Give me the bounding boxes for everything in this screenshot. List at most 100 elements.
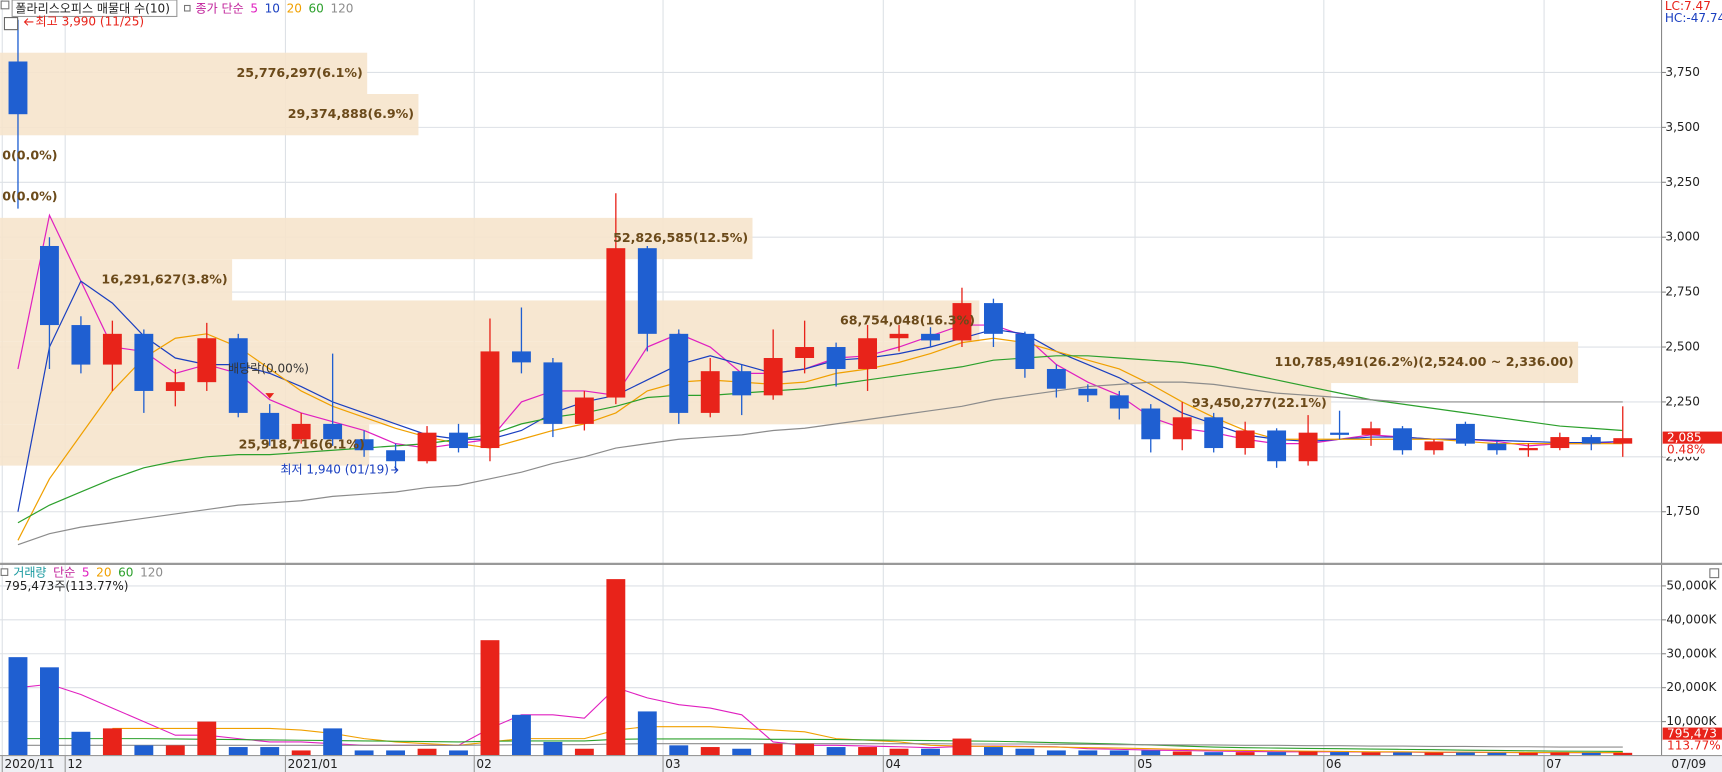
ma-line (17, 381, 1623, 546)
volume-profile-bar (0, 52, 368, 95)
volume-bar (386, 750, 406, 756)
candle-body (669, 333, 689, 413)
volume-bar (637, 711, 657, 756)
volume-bar (1141, 750, 1161, 756)
volume-bar (983, 747, 1003, 756)
x-tick-label: 05 (1137, 757, 1152, 771)
x-tick-label: 2020/11 (4, 757, 54, 771)
legend-entry: 거래량 (13, 566, 46, 580)
legend-entry: 120 (330, 1, 353, 15)
legend-entry: 20 (287, 1, 302, 15)
icon[interactable] (1709, 568, 1720, 579)
volume-profile-label: 0(0.0%) (2, 147, 57, 162)
legend-entry: 단순 (53, 566, 75, 580)
legend-entry: 5 (82, 566, 90, 580)
x-tick-label: 06 (1326, 757, 1341, 771)
change-tag-bg (1662, 443, 1722, 457)
icon[interactable] (0, 0, 10, 10)
candle-body (1424, 441, 1444, 451)
volume-bar (1550, 752, 1570, 756)
y-tick-label: 1,750 (1665, 504, 1700, 518)
y-tick-label: 2,250 (1665, 394, 1700, 408)
date-strip (0, 755, 1722, 772)
volume-bar (574, 748, 594, 756)
candle-body (637, 248, 657, 334)
candle-body (40, 245, 59, 326)
volume-bar (1109, 750, 1129, 756)
last-volume-tag-bg (1662, 727, 1722, 741)
volume-bar (8, 657, 28, 756)
volume-bar (858, 747, 878, 756)
x-tick-label: 03 (665, 757, 680, 771)
volume-profile-bar (0, 94, 419, 136)
y-tick-label: 20,000K (1666, 680, 1717, 694)
volume-bar (511, 714, 531, 756)
candle-body (858, 338, 878, 369)
y-tick-label: 30,000K (1666, 646, 1717, 660)
candle-body (700, 371, 720, 413)
volume-bar (889, 748, 909, 756)
last-price-tag: 2,085 (1667, 431, 1702, 445)
candle-body (165, 382, 185, 391)
ma-line (17, 743, 1623, 748)
candle-body (1393, 428, 1412, 451)
legend-entry: 120 (140, 566, 163, 580)
volume-bar (228, 747, 248, 756)
candle-body (1235, 430, 1255, 449)
candle-body (134, 333, 154, 391)
volume-bar (71, 731, 91, 756)
lc-label: LC:7.47 (1665, 0, 1711, 13)
volume-profile-bar (0, 383, 1332, 425)
candle-body (1078, 388, 1098, 396)
candle-body (952, 303, 972, 341)
candle-body (1613, 438, 1633, 444)
candle-body (260, 412, 280, 440)
candle-body (354, 439, 374, 451)
ma-line (17, 355, 1623, 524)
hc-label: HC:-47.74 (1665, 11, 1722, 25)
volume-profile-label: 68,754,048(16.3%) (840, 313, 975, 328)
volume-bar (795, 743, 815, 756)
dividend-arrow (265, 393, 275, 399)
volume-bar (1581, 752, 1601, 756)
candle-body (1487, 443, 1507, 451)
candle-body (732, 371, 752, 396)
last-price-tag-bg (1662, 431, 1722, 445)
volume-profile-bar (0, 217, 753, 260)
volume-bar (1518, 752, 1538, 756)
volume-bar (826, 747, 846, 756)
candle-body (228, 338, 248, 413)
volume-bar (102, 728, 122, 756)
volume-bar (1015, 748, 1035, 756)
low-arrow (391, 466, 399, 474)
volume-bar (1298, 751, 1318, 756)
end-date: 07/09 (1671, 757, 1706, 771)
ma-line (17, 213, 1623, 449)
high-arrow (23, 18, 34, 26)
dividend-annotation: 배당락(0.00%) (228, 361, 309, 375)
y-tick-label: 50,000K (1666, 578, 1717, 592)
table-icon[interactable] (3, 17, 19, 31)
x-tick-label: 04 (885, 757, 900, 771)
text-layer: 25,918,716(6.1%) 93,450,277(22.1%) 110,785… (2, 1, 1573, 593)
volume-profile-label: 93,450,277(22.1%) (1192, 395, 1327, 410)
volume-bar (40, 667, 59, 756)
candle-body (983, 303, 1003, 334)
legend-entry: 5 (250, 1, 258, 15)
icon[interactable] (0, 568, 9, 576)
volume-profile-label: 52,826,585(12.5%) (613, 230, 748, 245)
y-tick-label: 40,000K (1666, 612, 1717, 626)
change-tag: 0.48% (1667, 443, 1705, 457)
candle-body (574, 397, 594, 424)
candle-body (480, 351, 500, 449)
volume-bar (480, 640, 500, 756)
volume-profile-label: 25,918,716(6.1%) (239, 436, 365, 451)
candle-body (323, 423, 343, 440)
volume-info: 795,473주(113.77%) (4, 579, 128, 593)
legend-entry: 60 (118, 566, 133, 580)
volume-bar (1204, 752, 1224, 756)
volume-bar (134, 745, 154, 756)
